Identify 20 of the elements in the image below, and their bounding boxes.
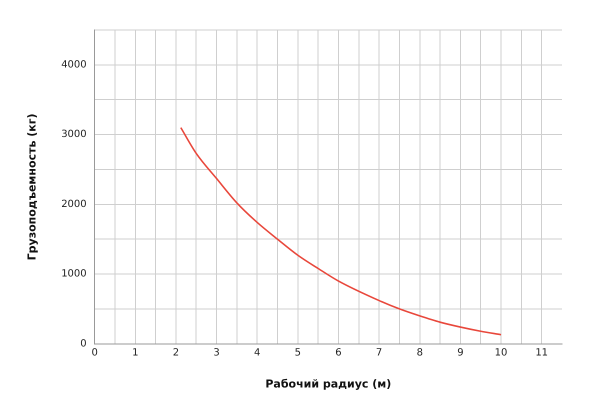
x-tick-label: 1 <box>132 347 138 358</box>
x-tick-label: 2 <box>172 347 180 358</box>
x-tick-label: 3 <box>213 347 220 358</box>
x-tick-label: 7 <box>376 347 382 358</box>
x-tick-label: 6 <box>335 347 342 358</box>
x-tick-label: 4 <box>254 347 260 358</box>
y-axis-title: Грузоподъемность (кг) <box>25 113 38 260</box>
x-tick-label: 11 <box>535 347 548 358</box>
y-tick-label: 4000 <box>61 59 87 70</box>
y-tick-label: 1000 <box>61 268 87 280</box>
x-tick-label: 9 <box>457 347 464 358</box>
y-tick-label: 3000 <box>61 129 87 140</box>
line-series <box>180 126 502 336</box>
x-axis-title: Рабочий радиус (м) <box>265 377 392 390</box>
x-tick-label: 8 <box>416 347 423 358</box>
x-tick-label: 5 <box>294 347 302 358</box>
y-tick-label: 0 <box>80 338 87 350</box>
x-tick-label: 10 <box>494 347 508 358</box>
x-tick-label: 0 <box>91 347 98 358</box>
y-tick-label: 2000 <box>61 198 87 210</box>
